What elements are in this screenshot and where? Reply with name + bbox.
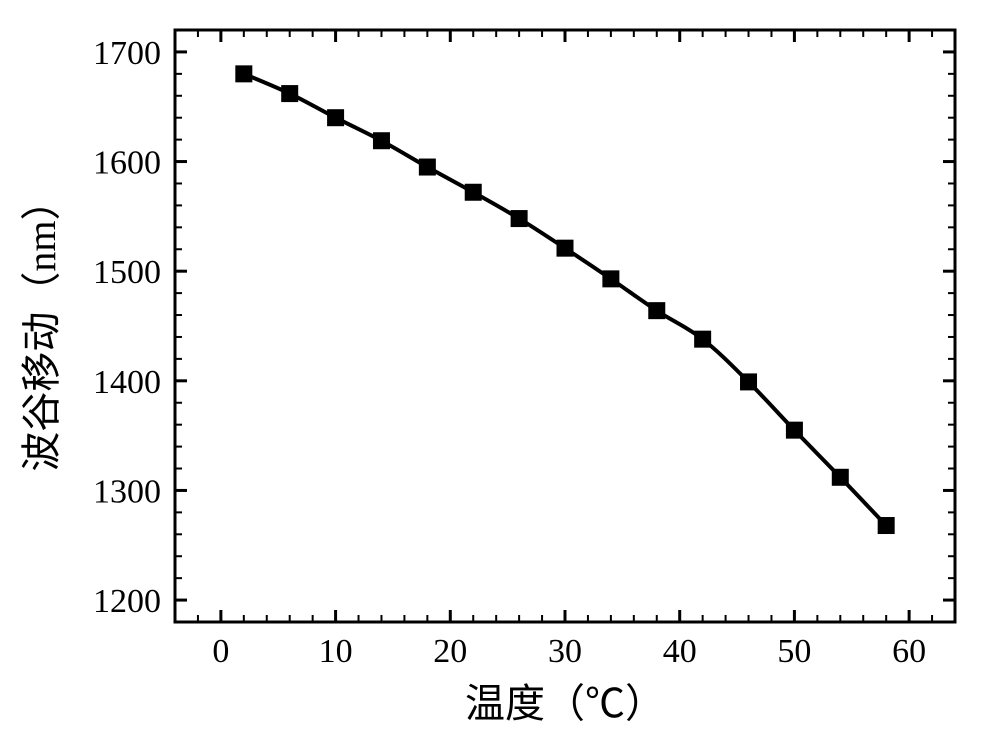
data-marker [465,184,482,201]
y-tick-label: 1300 [93,473,161,510]
data-marker [648,302,665,319]
y-tick-label: 1400 [93,364,161,401]
y-tick-label: 1600 [93,145,161,182]
data-marker [832,469,849,486]
chart-container: 0 10 20 30 40 50 60 1200 1300 1400 1500 1600 1700 温度（… [0,0,1000,744]
x-axis-label: 温度（℃） [465,681,665,726]
y-axis-label: 波谷移动（nm） [19,180,64,471]
x-tick-label: 10 [319,633,353,670]
x-tick-label: 60 [892,633,926,670]
data-marker [694,331,711,348]
data-marker [235,65,252,82]
x-tick-label: 40 [663,633,697,670]
data-marker [602,270,619,287]
data-marker [557,240,574,257]
data-marker [511,210,528,227]
data-marker [786,422,803,439]
data-marker [281,85,298,102]
data-marker [740,373,757,390]
data-marker [327,109,344,126]
x-tick-label: 30 [548,633,582,670]
data-marker [419,159,436,176]
data-marker [878,517,895,534]
x-tick-label: 50 [777,633,811,670]
data-marker [373,132,390,149]
y-tick-label: 1200 [93,583,161,620]
x-tick-label: 0 [212,633,229,670]
y-tick-label: 1700 [93,35,161,72]
y-tick-label: 1500 [93,254,161,291]
scatter-line-chart: 0 10 20 30 40 50 60 1200 1300 1400 1500 1600 1700 温度（… [0,0,1000,744]
x-tick-label: 20 [433,633,467,670]
